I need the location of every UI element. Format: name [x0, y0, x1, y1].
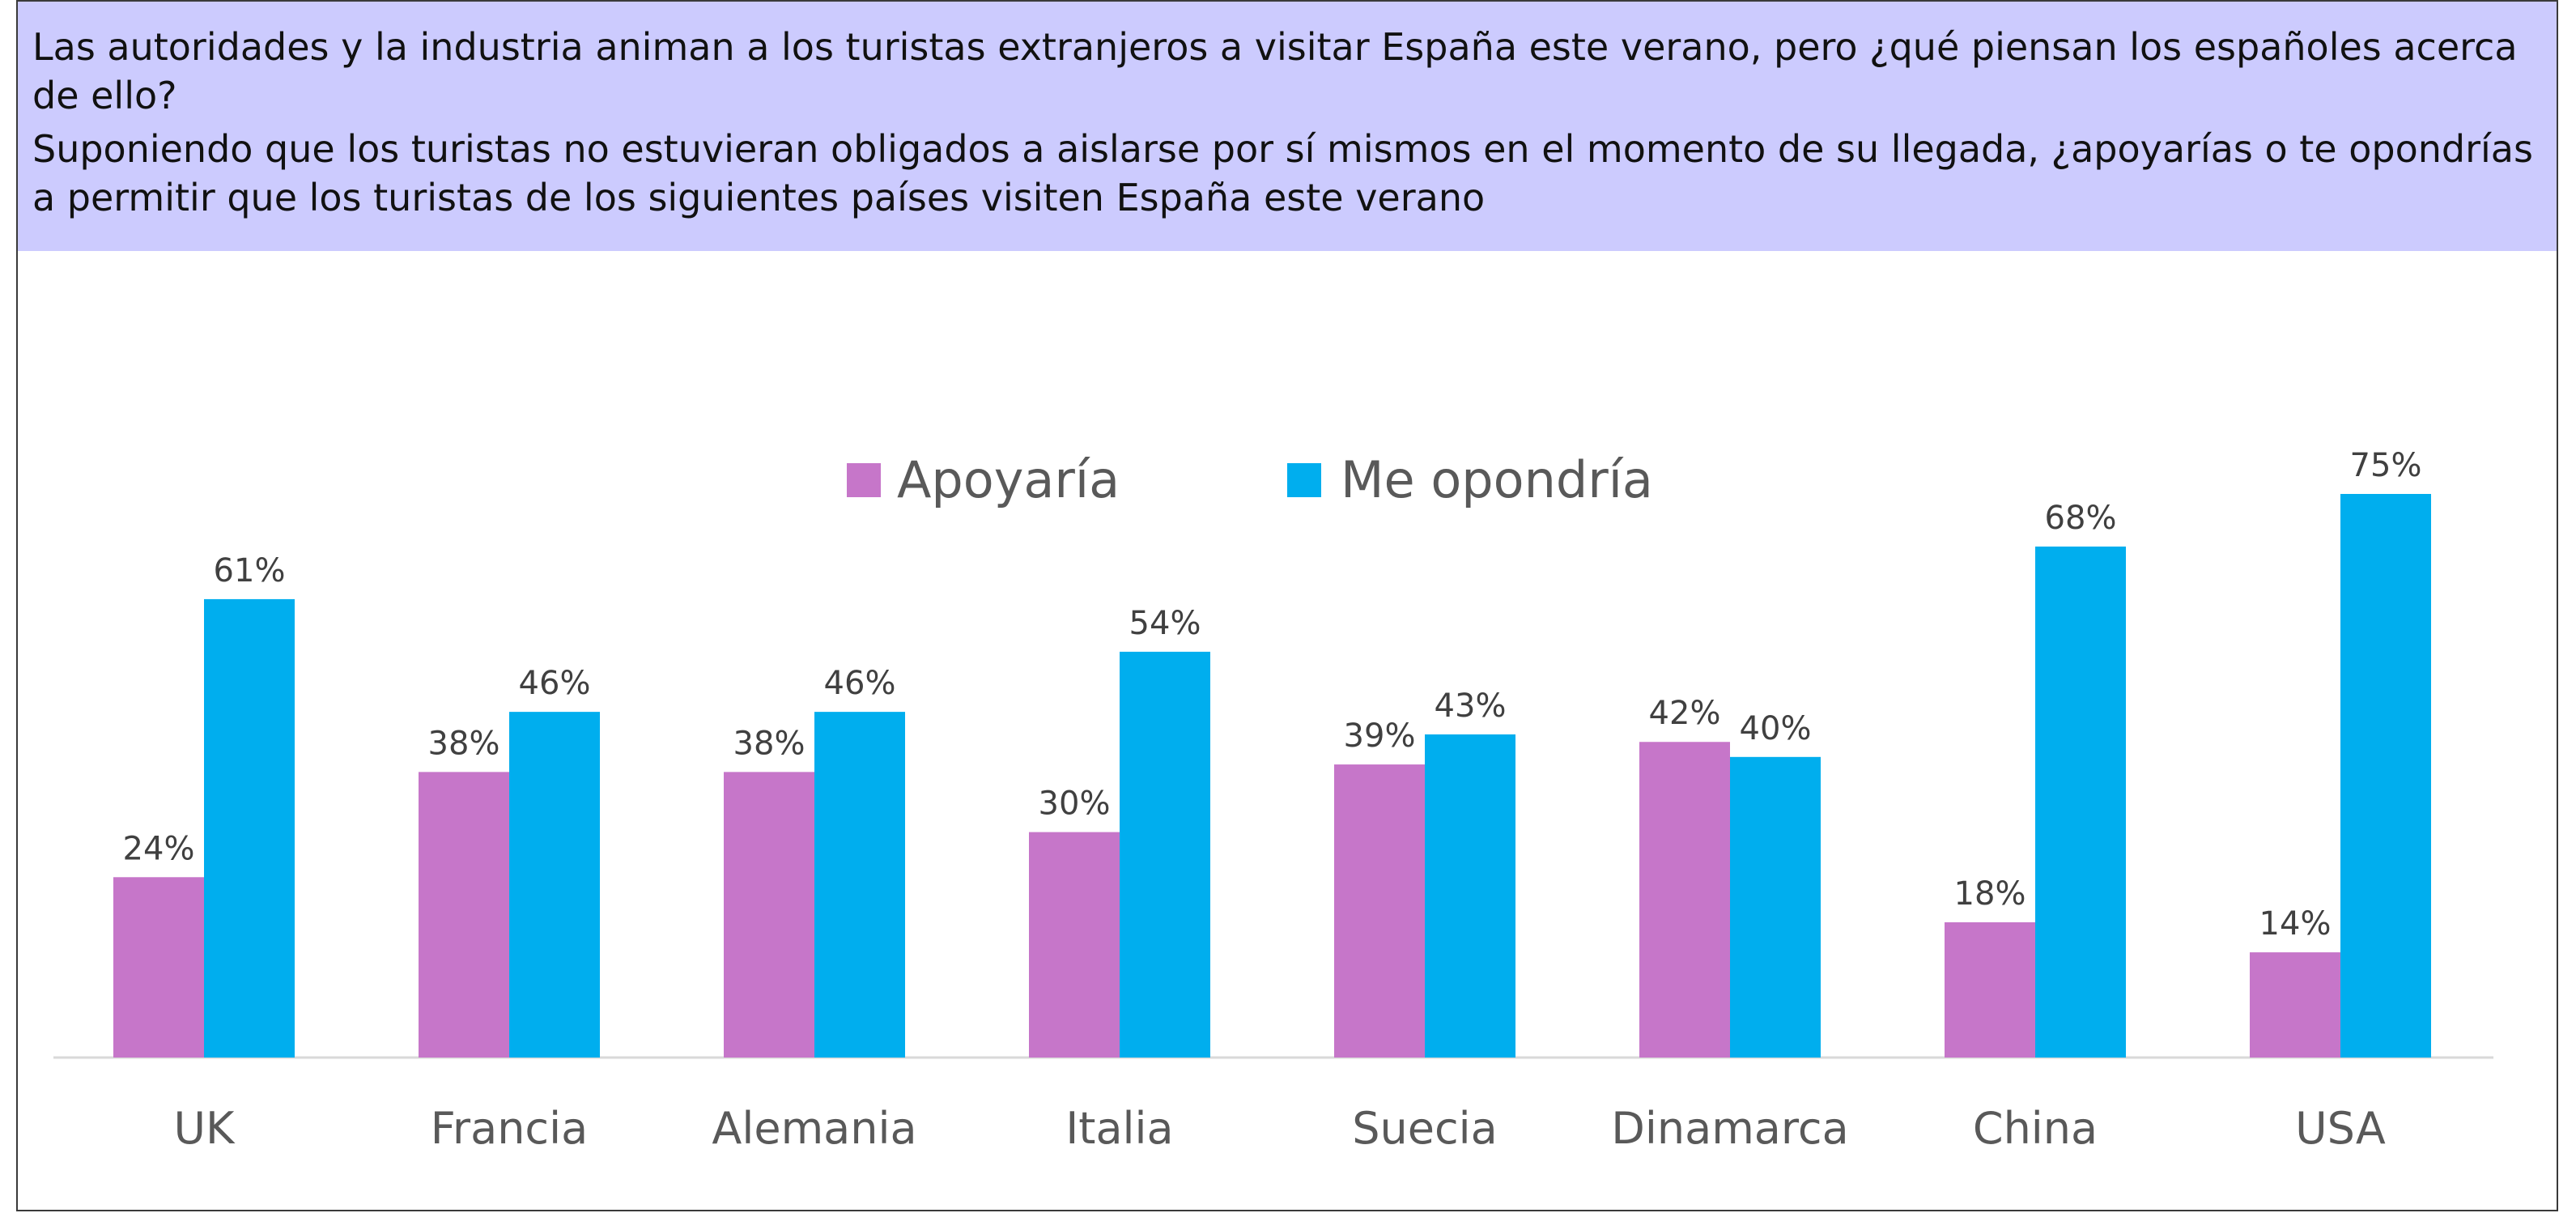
- data-label-dinamarca-apoyaria: 42%: [1649, 695, 1721, 732]
- bar-china-apoyaria: [1945, 921, 2035, 1058]
- bar-uk-me-opondria: [204, 598, 295, 1058]
- bar-suecia-me-opondria: [1425, 734, 1515, 1058]
- data-label-francia-me-opondria: 46%: [519, 665, 591, 702]
- data-label-usa-me-opondria: 75%: [2350, 447, 2422, 484]
- bar-dinamarca-apoyaria: [1639, 742, 1730, 1058]
- bar-francia-me-opondria: [509, 712, 600, 1058]
- data-label-suecia-me-opondria: 43%: [1435, 687, 1507, 725]
- data-label-francia-apoyaria: 38%: [428, 725, 500, 762]
- bars-group: [113, 494, 2431, 1058]
- bar-francia-apoyaria: [419, 772, 509, 1058]
- bar-suecia-apoyaria: [1334, 764, 1425, 1058]
- legend-label-apoyaria: Apoyaría: [897, 450, 1120, 509]
- category-label-dinamarca: Dinamarca: [1611, 1103, 1848, 1154]
- bar-italia-apoyaria: [1029, 832, 1120, 1058]
- category-label-uk: UK: [174, 1103, 236, 1154]
- data-label-dinamarca-me-opondria: 40%: [1740, 710, 1812, 747]
- bar-china-me-opondria: [2035, 546, 2126, 1058]
- bar-alemania-apoyaria: [724, 772, 814, 1058]
- chart-subtitle: Suponiendo que los turistas no estuviera…: [32, 127, 2533, 219]
- chart-title: Las autoridades y la industria animan a …: [32, 25, 2518, 117]
- header-banner: Las autoridades y la industria animan a …: [18, 2, 2557, 251]
- category-labels-group: UK Francia Alemania Italia Suecia Dinamarca Ch…: [174, 1103, 2386, 1154]
- bar-dinamarca-me-opondria: [1730, 756, 1821, 1058]
- data-label-uk-apoyaria: 24%: [123, 830, 195, 867]
- data-label-alemania-apoyaria: 38%: [733, 725, 806, 762]
- bar-italia-me-opondria: [1120, 651, 1210, 1058]
- data-label-usa-apoyaria: 14%: [2259, 905, 2332, 943]
- data-label-china-apoyaria: 18%: [1954, 875, 2026, 913]
- data-label-alemania-me-opondria: 46%: [824, 665, 896, 702]
- legend-swatch-me-opondria: [1287, 463, 1321, 497]
- category-label-italia: Italia: [1065, 1103, 1173, 1154]
- category-label-china: China: [1973, 1103, 2098, 1154]
- legend-label-me-opondria: Me opondría: [1341, 450, 1653, 509]
- legend: Apoyaría Me opondría: [847, 450, 1653, 509]
- data-label-suecia-apoyaria: 39%: [1344, 717, 1416, 755]
- bar-usa-apoyaria: [2250, 952, 2340, 1058]
- data-label-italia-apoyaria: 30%: [1039, 785, 1111, 823]
- category-label-usa: USA: [2295, 1103, 2386, 1154]
- data-labels-group: 24% 61% 38% 46% 38% 46% 30% 54% 39% 43% 42% 40% 18% 6…: [123, 447, 2422, 943]
- data-label-italia-me-opondria: 54%: [1129, 605, 1201, 642]
- legend-swatch-apoyaria: [847, 463, 881, 497]
- data-label-uk-me-opondria: 61%: [214, 552, 286, 589]
- category-label-francia: Francia: [431, 1103, 588, 1154]
- data-label-china-me-opondria: 68%: [2045, 500, 2117, 537]
- bar-alemania-me-opondria: [814, 712, 905, 1058]
- bar-usa-me-opondria: [2340, 494, 2431, 1058]
- category-label-alemania: Alemania: [712, 1103, 916, 1154]
- category-label-suecia: Suecia: [1352, 1103, 1498, 1154]
- bar-uk-apoyaria: [113, 877, 204, 1058]
